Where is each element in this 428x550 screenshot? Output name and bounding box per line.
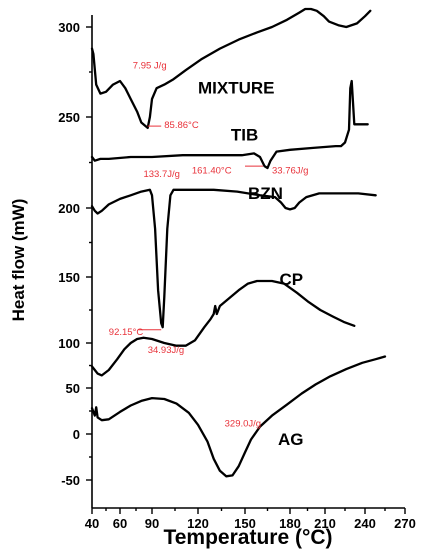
- annotation-label: 133.7J/g: [143, 169, 179, 180]
- x-tick-label: 210: [314, 516, 336, 531]
- annotation-label: 85.86°C: [164, 120, 199, 131]
- series-label-bzn: BZN: [248, 184, 283, 203]
- y-tick-label: 150: [58, 270, 80, 285]
- ticks: -50 0 50 100 150 200 250 300 40 60 90 120 150 180 210 2…: [58, 20, 416, 531]
- y-tick-label: 100: [58, 336, 80, 351]
- x-axis-title: Temperature (°C): [163, 526, 332, 549]
- x-tick-label: 40: [85, 516, 99, 531]
- x-tick-label: 90: [145, 516, 159, 531]
- series-label-mixture: MIXTURE: [198, 79, 275, 98]
- annotation-label: 7.95 J/g: [133, 60, 167, 71]
- x-tick-label: 180: [279, 516, 301, 531]
- annotation-label: 329.0J/g: [225, 419, 261, 430]
- y-tick-label: 300: [58, 20, 80, 35]
- curve-ag: [90, 355, 387, 478]
- annotation-label: 34.93J/g: [148, 345, 184, 356]
- y-tick-label: 250: [58, 110, 80, 125]
- series-label-ag: AG: [278, 430, 304, 449]
- series-label-tib: TIB: [231, 126, 258, 145]
- x-tick-label: 60: [113, 516, 127, 531]
- annotation-label: 33.76J/g: [272, 165, 308, 176]
- annotations: 7.95 J/g 85.86°C 161.40°C 33.76J/g 133.7J/g 9…: [109, 60, 309, 429]
- curve-tib: [90, 79, 369, 170]
- annotation-label: 92.15°C: [109, 327, 144, 338]
- y-tick-label: 0: [73, 427, 80, 442]
- x-tick-label: 120: [187, 516, 209, 531]
- curve-mixture: [90, 7, 372, 130]
- x-tick-label: 150: [234, 516, 256, 531]
- curve-cp: [90, 279, 356, 377]
- y-axis-title: Heat flow (mW): [9, 199, 28, 322]
- axes: [91, 15, 405, 509]
- y-tick-label: 200: [58, 201, 80, 216]
- y-tick-label: 50: [66, 381, 80, 396]
- annotation-label: 161.40°C: [192, 165, 232, 176]
- curve-bzn: [90, 188, 377, 329]
- series-label-cp: CP: [280, 270, 304, 289]
- x-tick-label: 270: [394, 516, 416, 531]
- curves: MIXTURE TIB BZN CP AG: [90, 7, 387, 478]
- y-tick-label: -50: [61, 473, 80, 488]
- x-tick-label: 240: [354, 516, 376, 531]
